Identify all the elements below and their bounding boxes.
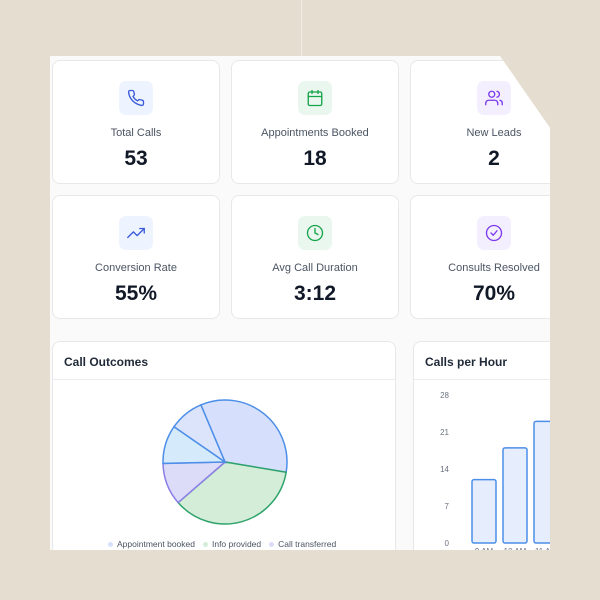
divider — [53, 379, 395, 380]
users-icon — [477, 81, 511, 115]
stat-value: 2 — [488, 147, 500, 170]
legend-dot — [269, 541, 275, 547]
stat-card-avg-call-duration[interactable]: Avg Call Duration 3:12 — [231, 195, 399, 319]
stat-card-consults-resolved[interactable]: Consults Resolved 70% — [410, 195, 550, 319]
bar[interactable] — [533, 420, 550, 544]
chart-title: Call Outcomes — [64, 355, 149, 369]
y-tick-label: 28 — [440, 391, 449, 400]
dashboard-panel: Total Calls 53 Appointments Booked 18 Ne… — [50, 56, 550, 550]
phone-icon — [119, 81, 153, 115]
x-tick-label: 10 AM — [504, 547, 527, 550]
background-guide-line — [301, 0, 302, 56]
stat-value: 3:12 — [293, 282, 337, 305]
legend-label: Info provided — [211, 539, 262, 549]
legend-dot — [202, 541, 208, 547]
stat-label: Total Calls — [110, 127, 162, 139]
clock-icon — [298, 216, 332, 250]
stat-value: 55% — [114, 282, 158, 305]
y-tick-label: 7 — [445, 502, 450, 511]
legend-label: Appointment booked — [117, 539, 195, 549]
y-tick-label: 0 — [445, 539, 450, 548]
pie-slice[interactable] — [177, 461, 288, 525]
stat-value: 18 — [303, 147, 327, 170]
stat-card-total-calls[interactable]: Total Calls 53 — [52, 60, 220, 184]
stat-card-appointments-booked[interactable]: Appointments Booked 18 — [231, 60, 399, 184]
legend-item: Info provided — [202, 539, 262, 549]
stat-card-conversion-rate[interactable]: Conversion Rate 55% — [52, 195, 220, 319]
legend-label: Call transferred — [278, 539, 337, 549]
legend-item: Call transferred — [269, 539, 336, 549]
y-tick-label: 14 — [440, 465, 449, 474]
divider — [414, 379, 550, 380]
chart-title: Calls per Hour — [425, 355, 508, 369]
pie-chart — [162, 399, 288, 525]
pie-legend: Appointment booked Info provided Call tran… — [108, 539, 336, 549]
x-tick-label: 9 AM — [475, 547, 494, 550]
trending-up-icon — [119, 216, 153, 250]
bar[interactable] — [502, 447, 528, 544]
calendar-icon — [298, 81, 332, 115]
call-outcomes-card: Call Outcomes Appointment booked Info pro… — [52, 341, 396, 550]
y-tick-label: 21 — [440, 428, 449, 437]
legend-item: Appointment booked — [108, 539, 195, 549]
bar[interactable] — [471, 478, 497, 544]
stat-card-new-leads[interactable]: New Leads 2 — [410, 60, 550, 184]
bar-chart: 0 7 14 21 28 9 AM 10 AM 11 AM — [440, 391, 550, 550]
stat-value: 53 — [124, 147, 148, 170]
x-tick-label: 11 AM — [535, 547, 550, 550]
stat-label: New Leads — [466, 127, 522, 139]
legend-dot — [108, 541, 113, 547]
stat-label: Avg Call Duration — [272, 262, 358, 274]
stat-label: Conversion Rate — [95, 262, 177, 274]
pie-slice[interactable] — [172, 403, 227, 465]
check-circle-icon — [477, 216, 511, 250]
stat-label: Consults Resolved — [448, 262, 540, 274]
calls-per-hour-card: Calls per Hour 0 7 14 21 28 9 AM 10 AM 11 AM — [413, 341, 550, 550]
stat-value: 70% — [472, 282, 516, 305]
stat-label: Appointments Booked — [261, 127, 369, 139]
